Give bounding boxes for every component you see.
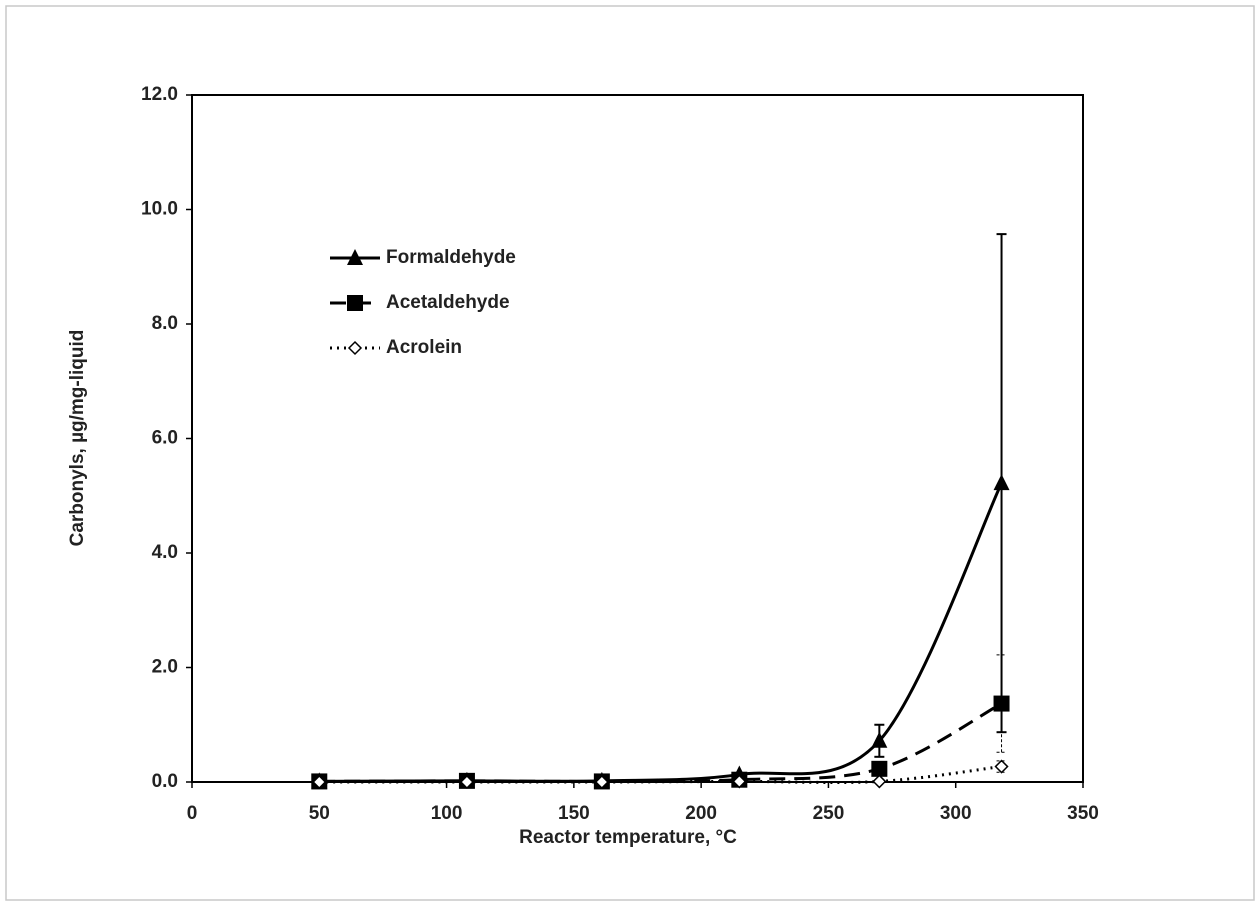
legend-swatch-marker: [347, 249, 363, 265]
legend-swatch-marker: [347, 340, 363, 356]
data-point: [459, 774, 474, 790]
x-tick-label: 50: [309, 803, 330, 824]
y-tick-label: 0.0: [152, 771, 178, 792]
x-tick-label: 350: [1067, 803, 1099, 824]
x-tick-label: 0: [187, 803, 198, 824]
x-tick-label: 250: [813, 803, 845, 824]
data-point: [594, 774, 609, 790]
chart-frame: [5, 5, 1255, 901]
legend-label: Acrolein: [386, 337, 462, 358]
x-tick-label: 100: [431, 803, 463, 824]
legend-label: Acetaldehyde: [386, 292, 510, 313]
data-point: [871, 731, 888, 748]
data-point: [993, 695, 1010, 712]
y-tick-label: 2.0: [152, 657, 178, 678]
y-tick-label: 12.0: [141, 84, 178, 105]
data-point: [993, 474, 1010, 491]
data-point: [871, 760, 888, 777]
x-tick-label: 200: [685, 803, 717, 824]
y-tick-label: 4.0: [152, 542, 178, 563]
data-point: [994, 759, 1009, 774]
y-tick-label: 6.0: [152, 428, 178, 449]
x-axis-title: Reactor temperature, °C: [519, 827, 737, 848]
data-point: [312, 774, 327, 790]
x-tick-label: 300: [940, 803, 972, 824]
y-axis-title: Carbonyls, µg/mg-liquid: [67, 330, 88, 547]
data-point: [732, 774, 747, 789]
data-point: [872, 774, 887, 789]
legend-label: Formaldehyde: [386, 247, 516, 268]
y-tick-label: 8.0: [152, 313, 178, 334]
legend-swatch-marker: [347, 295, 363, 311]
x-tick-label: 150: [558, 803, 590, 824]
y-tick-label: 10.0: [141, 199, 178, 220]
error-bar: [996, 654, 1007, 753]
